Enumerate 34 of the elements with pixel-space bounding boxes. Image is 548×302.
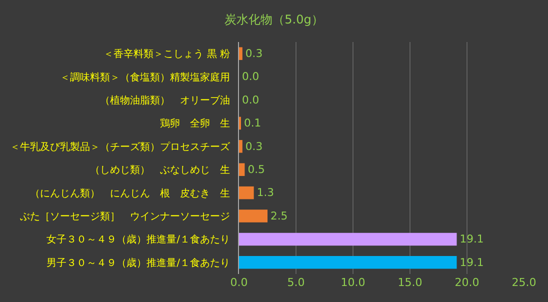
x-tick-label: 0.0 — [230, 276, 248, 289]
bar — [239, 47, 242, 60]
bar — [239, 186, 254, 200]
y-tick-label: ＜香辛料類＞こしょう 黒 粉 — [104, 48, 230, 60]
data-label: 0.0 — [242, 93, 260, 106]
x-tick-label: 15.0 — [398, 276, 422, 289]
x-tick-label: 25.0 — [512, 276, 536, 289]
y-tick-label: （植物油脂類） オリーブ油 — [100, 94, 230, 106]
y-tick-label: ＜調味料類＞（食塩類）精製塩家庭用 — [60, 71, 230, 84]
x-tick-label: 5.0 — [287, 276, 305, 289]
data-label: 19.1 — [460, 232, 484, 246]
data-label: 2.5 — [270, 209, 288, 222]
data-label: 1.3 — [256, 186, 274, 200]
y-tick-label: （にんじん類） にんじん 根 皮むき 生 — [30, 187, 230, 200]
data-label: 0.3 — [245, 140, 263, 153]
x-tick-label: 10.0 — [340, 276, 366, 289]
data-label: 0.1 — [244, 116, 262, 130]
y-tick-label: ＜牛乳及び乳製品＞（チーズ類）プロセスチーズ — [10, 140, 231, 153]
data-label: 0.5 — [248, 163, 265, 176]
bar — [239, 256, 457, 269]
bar — [239, 140, 242, 153]
x-tick-label: 20.0 — [454, 276, 480, 289]
chart-title: 炭水化物（5.0g） — [224, 12, 324, 26]
bar — [239, 163, 245, 176]
data-label: 0.3 — [245, 47, 263, 60]
data-label: 0.0 — [242, 70, 260, 84]
y-tick-label: ぶた［ソーセージ類］ ウインナーソーセージ — [20, 210, 230, 222]
y-tick-label: 男子３０～４９（歳）推進量/１食あたり — [46, 256, 230, 269]
bar — [239, 210, 268, 222]
bar — [239, 232, 457, 246]
data-label: 19.1 — [460, 256, 484, 269]
y-tick-label: 女子３０～４９（歳）推進量/１食あたり — [46, 234, 230, 246]
y-tick-label: （しめじ類） ぶなしめじ 生 — [90, 164, 230, 176]
y-tick-label: 鶏卵 全卵 生 — [160, 118, 230, 130]
